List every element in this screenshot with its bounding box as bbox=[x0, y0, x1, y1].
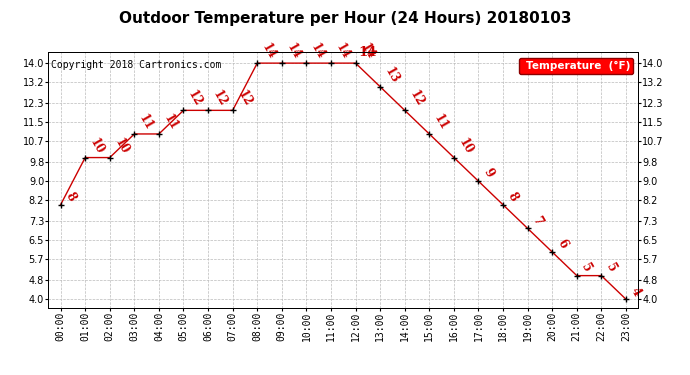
Text: 14: 14 bbox=[333, 41, 353, 62]
Text: 11: 11 bbox=[137, 112, 156, 133]
Text: 8: 8 bbox=[63, 190, 78, 204]
Text: 12: 12 bbox=[186, 88, 205, 109]
Text: 6: 6 bbox=[554, 237, 569, 251]
Text: 11: 11 bbox=[431, 112, 451, 133]
Text: 12: 12 bbox=[235, 88, 254, 109]
Text: 12: 12 bbox=[210, 88, 230, 109]
Text: 14: 14 bbox=[259, 41, 279, 62]
Text: 14: 14 bbox=[359, 46, 377, 59]
Text: Copyright 2018 Cartronics.com: Copyright 2018 Cartronics.com bbox=[51, 60, 221, 70]
Text: 14: 14 bbox=[308, 41, 328, 62]
Text: 9: 9 bbox=[480, 166, 495, 180]
Text: Outdoor Temperature per Hour (24 Hours) 20180103: Outdoor Temperature per Hour (24 Hours) … bbox=[119, 11, 571, 26]
Text: 4: 4 bbox=[628, 285, 643, 298]
Text: 5: 5 bbox=[579, 261, 594, 274]
Text: 14: 14 bbox=[357, 41, 377, 62]
Text: 5: 5 bbox=[603, 261, 619, 274]
Text: 12: 12 bbox=[406, 88, 426, 109]
Text: 10: 10 bbox=[112, 136, 131, 156]
Legend: Temperature  (°F): Temperature (°F) bbox=[520, 58, 633, 74]
Text: 14: 14 bbox=[284, 41, 303, 62]
Text: 11: 11 bbox=[161, 112, 180, 133]
Text: 10: 10 bbox=[456, 136, 475, 156]
Text: 10: 10 bbox=[87, 136, 106, 156]
Text: 8: 8 bbox=[505, 190, 520, 204]
Text: 13: 13 bbox=[382, 65, 402, 86]
Text: 7: 7 bbox=[530, 214, 545, 227]
